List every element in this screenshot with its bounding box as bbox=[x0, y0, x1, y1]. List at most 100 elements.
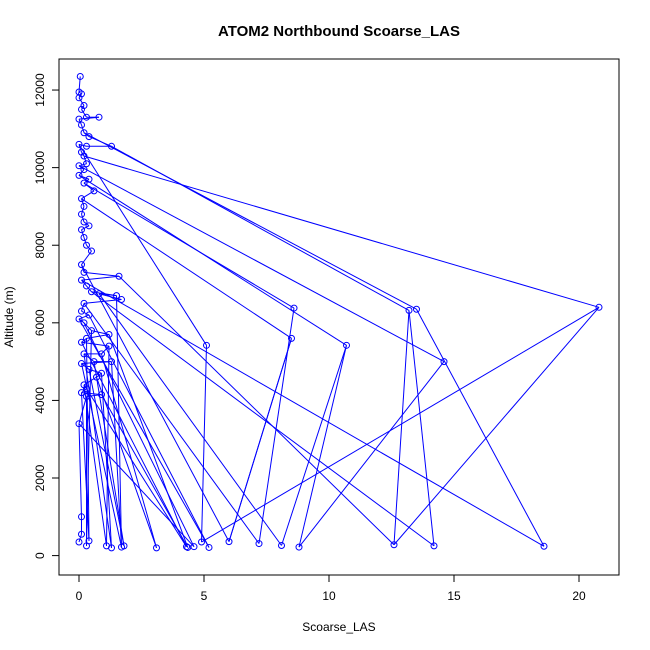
data-point bbox=[225, 538, 233, 546]
series-segment bbox=[201, 306, 600, 543]
data-point bbox=[540, 542, 548, 550]
series-segment bbox=[78, 423, 195, 548]
series-segment bbox=[228, 338, 292, 542]
x-tick-label: 20 bbox=[572, 589, 586, 603]
data-point bbox=[440, 358, 448, 366]
series-segment bbox=[78, 423, 82, 517]
data-point bbox=[75, 140, 83, 148]
series-segment bbox=[81, 279, 545, 547]
data-point bbox=[183, 543, 190, 551]
data-point bbox=[85, 133, 93, 141]
data-point bbox=[113, 292, 120, 300]
data-point bbox=[83, 385, 90, 393]
series-segment bbox=[96, 376, 157, 549]
series-segment bbox=[81, 198, 292, 339]
data-point bbox=[105, 342, 113, 350]
series-segment bbox=[83, 322, 92, 331]
data-point bbox=[95, 113, 103, 121]
data-point bbox=[75, 94, 83, 102]
x-axis: 0 5 10 15 20 bbox=[76, 574, 586, 603]
data-point bbox=[83, 113, 90, 121]
y-axis: 0 2000 4000 6000 8000 10000 12000 bbox=[33, 73, 60, 559]
data-point bbox=[88, 247, 95, 255]
data-point bbox=[78, 121, 85, 129]
data-point bbox=[108, 358, 115, 366]
data-point bbox=[83, 334, 90, 342]
data-point bbox=[205, 543, 213, 551]
series-segment bbox=[78, 143, 87, 147]
y-tick-label: 6000 bbox=[33, 309, 47, 336]
data-point bbox=[90, 358, 98, 366]
series-points bbox=[75, 72, 603, 552]
data-point bbox=[343, 341, 350, 349]
data-point bbox=[80, 233, 88, 241]
chart-title: ATOM2 Northbound Scoarse_LAS bbox=[218, 23, 460, 40]
data-point bbox=[83, 393, 90, 401]
data-point bbox=[98, 369, 105, 377]
series-segment bbox=[416, 309, 545, 547]
data-point bbox=[75, 115, 83, 123]
data-point bbox=[75, 162, 83, 170]
data-point bbox=[75, 315, 83, 323]
data-point bbox=[118, 296, 125, 304]
series-segment bbox=[83, 237, 87, 246]
x-tick-label: 15 bbox=[447, 589, 461, 603]
data-point bbox=[80, 350, 88, 358]
data-point bbox=[78, 513, 85, 521]
data-point bbox=[76, 72, 84, 80]
data-point bbox=[78, 389, 85, 397]
data-point bbox=[78, 276, 85, 284]
series-segment bbox=[83, 303, 260, 544]
series-segment bbox=[86, 285, 92, 293]
data-point bbox=[80, 179, 88, 187]
data-point bbox=[108, 142, 115, 150]
data-point bbox=[93, 373, 100, 381]
series-segment bbox=[81, 190, 95, 200]
series-segment bbox=[408, 310, 435, 546]
y-tick-label: 4000 bbox=[33, 387, 47, 414]
data-point bbox=[85, 311, 93, 319]
series-segment bbox=[86, 333, 110, 339]
series-segment bbox=[118, 275, 395, 546]
series-segment bbox=[78, 91, 82, 95]
data-point bbox=[90, 187, 98, 195]
data-point bbox=[98, 391, 105, 399]
series-segment bbox=[98, 293, 282, 546]
series-segment bbox=[88, 369, 125, 546]
series-segment bbox=[83, 155, 87, 164]
data-point bbox=[290, 304, 298, 312]
y-tick-label: 2000 bbox=[33, 464, 47, 491]
data-point bbox=[85, 222, 93, 230]
series-segment bbox=[81, 198, 85, 207]
data-point bbox=[78, 261, 85, 269]
data-point bbox=[85, 175, 93, 183]
series-segment bbox=[81, 275, 120, 281]
series-segment bbox=[111, 145, 410, 311]
data-point bbox=[83, 241, 90, 249]
series-segment bbox=[81, 264, 230, 542]
series-segment bbox=[86, 244, 92, 252]
data-point bbox=[390, 541, 398, 549]
data-point bbox=[198, 538, 205, 546]
data-point bbox=[88, 288, 95, 296]
data-point bbox=[78, 105, 85, 113]
data-point bbox=[80, 268, 88, 276]
x-tick-label: 5 bbox=[201, 589, 208, 603]
y-axis-label: Altitude (m) bbox=[2, 286, 16, 347]
data-point bbox=[78, 530, 85, 538]
series-segment bbox=[101, 345, 110, 355]
series-segment bbox=[81, 229, 85, 238]
series-segment bbox=[83, 182, 295, 309]
data-point bbox=[80, 319, 88, 327]
data-point bbox=[295, 543, 303, 551]
series-segment bbox=[81, 303, 85, 312]
series-segment bbox=[78, 169, 85, 176]
data-point bbox=[203, 341, 210, 349]
data-point bbox=[278, 542, 285, 550]
data-point bbox=[190, 543, 198, 551]
data-point bbox=[78, 307, 85, 315]
data-point bbox=[80, 218, 88, 226]
series-segment bbox=[111, 361, 122, 548]
series-segment bbox=[393, 310, 410, 545]
